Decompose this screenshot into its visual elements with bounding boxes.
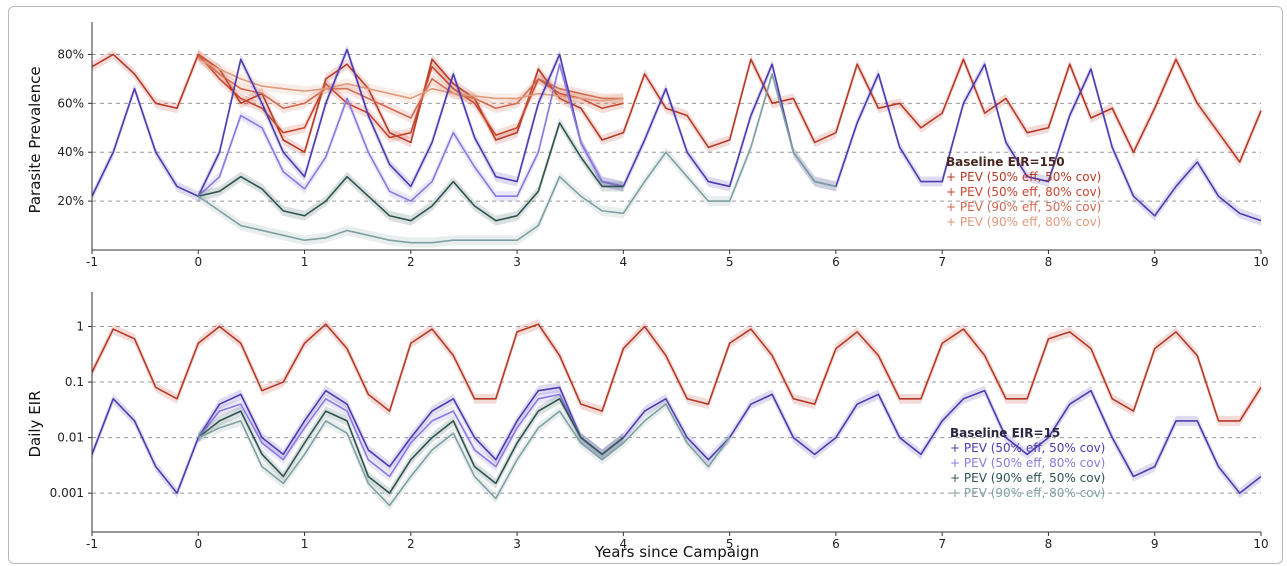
x-tick-label: 6 (832, 537, 840, 551)
x-tick-label: 5 (726, 537, 734, 551)
legend-entry: + PEV (90% eff, 80% cov) (946, 215, 1101, 229)
series-band (198, 51, 624, 124)
bottom-axes (88, 292, 1262, 536)
x-tick-label: 10 (1253, 537, 1268, 551)
top-gridlines (92, 53, 1261, 202)
series-line (91, 386, 1262, 494)
x-tick-label: 7 (938, 255, 946, 269)
x-tick-label: -1 (86, 255, 98, 269)
series-line (197, 403, 731, 507)
series-band (92, 49, 1261, 167)
figure-frame (8, 6, 1283, 564)
x-tick-label: 0 (194, 255, 202, 269)
y-tick-label: 0.1 (65, 375, 84, 389)
legend-entry: + PEV (50% eff, 50% cov) (946, 170, 1101, 184)
legend-title: Baseline EIR=15 (950, 426, 1060, 440)
y-tick-label: 1 (76, 320, 84, 334)
x-tick-label: 10 (1253, 255, 1268, 269)
x-tick-label: 7 (938, 537, 946, 551)
series-line (197, 63, 624, 202)
series-band (92, 44, 1261, 226)
top-series-group (91, 44, 1262, 248)
top-axes (88, 22, 1262, 254)
x-tick-label: -1 (86, 537, 98, 551)
x-tick-label: 1 (301, 255, 309, 269)
series-line (91, 48, 1262, 222)
series-line (197, 53, 624, 139)
x-tick-label: 9 (1151, 537, 1159, 551)
x-tick-label: 1 (301, 537, 309, 551)
x-tick-label: 2 (407, 537, 415, 551)
series-line (91, 323, 1262, 422)
legend-entry: + PEV (90% eff, 50% cov) (946, 200, 1101, 214)
y-tick-label: 0.01 (57, 431, 84, 445)
x-tick-label: 8 (1045, 255, 1053, 269)
y-tick-label: 20% (57, 194, 84, 208)
series-line (197, 393, 624, 478)
x-axis-label: Years since Campaign (594, 543, 759, 561)
series-line (198, 122, 624, 222)
y-tick-label: 80% (57, 47, 84, 61)
y-tick-label: 40% (57, 145, 84, 159)
x-tick-label: 3 (513, 255, 521, 269)
x-tick-label: 9 (1151, 255, 1159, 269)
series-line (91, 53, 1262, 163)
series-band (92, 319, 1261, 426)
y-tick-label: 60% (57, 96, 84, 110)
top-y-axis-label: Parasite Prevalence (26, 66, 44, 213)
x-tick-label: 3 (513, 537, 521, 551)
x-tick-label: 0 (194, 537, 202, 551)
series-band (198, 54, 624, 106)
x-tick-label: 8 (1045, 537, 1053, 551)
series-line (197, 73, 837, 244)
y-tick-label: 0.001 (50, 486, 84, 500)
x-tick-label: 4 (620, 255, 628, 269)
legend-entry: + PEV (50% eff, 80% cov) (950, 456, 1105, 470)
legend-entry: + PEV (50% eff, 80% cov) (946, 185, 1101, 199)
bottom-tick-labels: 0.001 0.01 0.1 1 -1 0 1 2 3 4 5 6 7 8 9 10 (50, 320, 1269, 551)
bottom-series-group (91, 319, 1262, 511)
legend-title: Baseline EIR=150 (946, 155, 1065, 169)
panel-parasite-prevalence: 20% 40% 60% 80% -1 0 1 2 3 4 5 6 7 8 9 10 Parasite Prev… (26, 22, 1269, 269)
x-tick-label: 5 (726, 255, 734, 269)
x-tick-label: 6 (832, 255, 840, 269)
bottom-legend: Baseline EIR=15+ PEV (50% eff, 50% cov)+… (950, 426, 1105, 500)
bottom-y-axis-label: Daily EIR (26, 390, 44, 457)
legend-entry: + PEV (90% eff, 50% cov) (950, 471, 1105, 485)
x-tick-label: 2 (407, 255, 415, 269)
top-tick-labels: 20% 40% 60% 80% -1 0 1 2 3 4 5 6 7 8 9 10 (57, 47, 1268, 269)
series-line (197, 397, 624, 494)
legend-entry: + PEV (50% eff, 50% cov) (950, 441, 1105, 455)
panel-daily-eir: 0.001 0.01 0.1 1 -1 0 1 2 3 4 5 6 7 8 9 10 Daily EIR Ba… (26, 292, 1269, 551)
x-tick-label: 4 (620, 537, 628, 551)
legend-entry: + PEV (90% eff, 80% cov) (950, 486, 1105, 500)
bottom-gridlines (92, 326, 1261, 494)
top-legend: Baseline EIR=150+ PEV (50% eff, 50% cov)… (946, 155, 1101, 229)
series-line (197, 56, 624, 119)
